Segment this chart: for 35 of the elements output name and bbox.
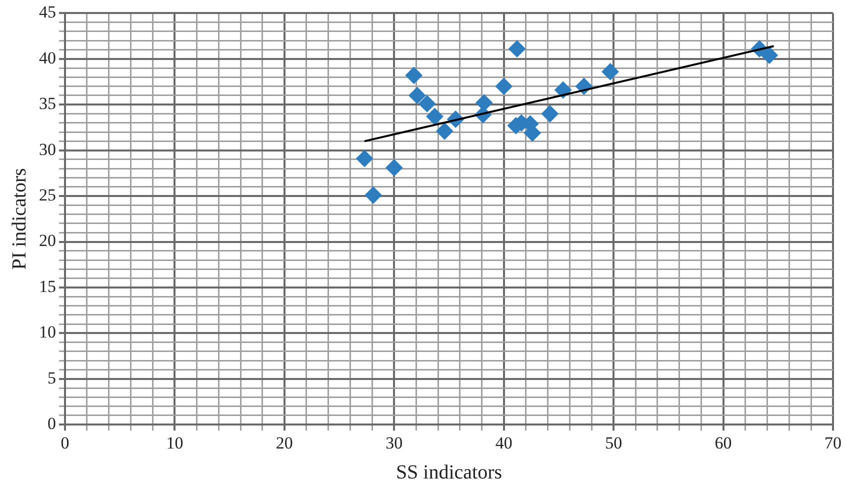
point	[760, 46, 778, 64]
x-tick-label: 50	[605, 433, 622, 452]
y-tick-label: 40	[39, 48, 56, 68]
y-axis-title: PI indicators	[8, 168, 30, 270]
point	[436, 122, 454, 140]
y-tick-label: 45	[39, 2, 56, 22]
point	[541, 105, 558, 122]
point	[476, 94, 493, 112]
y-tick-label: 5	[48, 368, 56, 388]
y-tick-label: 35	[39, 94, 56, 114]
y-tick-label: 10	[39, 322, 56, 342]
point	[495, 78, 512, 95]
x-tick-label: 0	[60, 433, 70, 452]
x-tick-label: 40	[495, 433, 512, 452]
point	[356, 150, 374, 168]
point	[418, 95, 436, 112]
y-tick-label: 15	[39, 276, 56, 296]
point	[364, 186, 382, 204]
y-tick-label: 30	[39, 140, 56, 159]
point	[508, 40, 526, 58]
x-tick-label: 70	[824, 433, 842, 452]
x-tick-label: 60	[714, 433, 732, 452]
x-axis-title: SS indicators	[396, 461, 502, 484]
y-tick-label: 0	[48, 414, 56, 434]
y-tick-label: 20	[39, 231, 56, 250]
x-tick-label: 30	[386, 433, 403, 452]
point	[554, 81, 572, 98]
y-tick-label: 25	[39, 186, 56, 205]
point	[405, 66, 422, 84]
point	[602, 63, 619, 80]
x-tick-label: 10	[166, 433, 184, 452]
x-tick-label: 20	[276, 433, 293, 452]
point	[386, 159, 403, 176]
point	[408, 86, 426, 104]
point	[426, 108, 444, 126]
